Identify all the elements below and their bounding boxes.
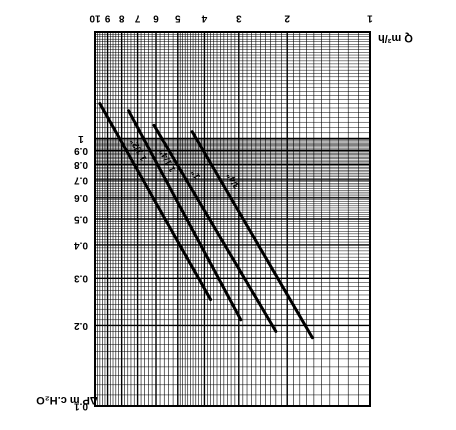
series-label: 1" xyxy=(189,168,202,181)
series-line-2 xyxy=(152,123,278,333)
x-tick-label: 8 xyxy=(118,12,124,23)
series-layer xyxy=(98,102,314,340)
x-axis-label: Q m³/h xyxy=(378,32,413,44)
x-tick-label: 10 xyxy=(89,12,101,23)
x-tick-label: 9 xyxy=(104,12,110,23)
grid-major xyxy=(95,32,371,407)
series-line-1 xyxy=(190,130,314,340)
plot-frame xyxy=(94,31,371,407)
x-tick-label: 3 xyxy=(236,12,242,23)
y-tick-label: 0.8 xyxy=(74,159,88,170)
x-tick-label: 4 xyxy=(201,12,207,23)
y-tick-label: 0.6 xyxy=(74,192,88,203)
y-tick-label: 1 xyxy=(78,133,84,144)
y-axis-label: ΔP m c.H₂O xyxy=(36,394,98,406)
y-tick-label: 0.1 xyxy=(74,400,88,411)
x-tick-label: 6 xyxy=(153,12,159,23)
x-tick-label: 7 xyxy=(134,12,140,23)
y-tick-label: 0.2 xyxy=(74,320,88,331)
y-tick-label: 0.9 xyxy=(74,145,88,156)
y-tick-label: 0.4 xyxy=(74,239,88,250)
series-line-4 xyxy=(98,102,213,302)
y-tick-label: 0.5 xyxy=(74,213,88,224)
x-tick-label: 2 xyxy=(284,12,290,23)
x-tick-label: 5 xyxy=(175,12,181,23)
y-tick-label: 0.3 xyxy=(74,273,88,284)
series-line-3 xyxy=(127,109,243,322)
y-tick-label: 0.7 xyxy=(74,174,88,185)
x-tick-label: 1 xyxy=(367,12,373,23)
